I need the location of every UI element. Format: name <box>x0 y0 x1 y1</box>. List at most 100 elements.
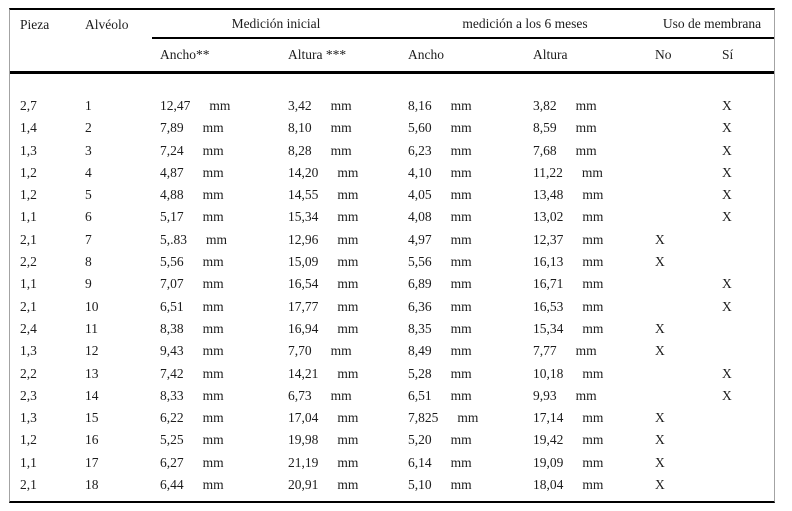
cell-altura-inicial: 17,77 mm <box>280 296 400 318</box>
cell-membrana-no <box>650 184 715 206</box>
cell-pieza: 1,1 <box>20 454 37 470</box>
cell-altura-6meses: 16,53 mm <box>525 296 650 318</box>
measurement-value: 8,49 <box>408 343 432 359</box>
cell-ancho-6meses: 5,28 mm <box>400 363 525 385</box>
cell-altura-6meses: 7,68 mm <box>525 140 650 162</box>
cell-membrana-si: X <box>722 276 732 292</box>
measurement-value: 5,.83 <box>160 231 187 247</box>
measurement-value: 8,38 <box>160 320 184 336</box>
unit-label: mm <box>450 276 472 292</box>
unit-label: mm <box>582 454 604 470</box>
unit-label: mm <box>337 276 359 292</box>
measurement-value: 16,71 <box>533 276 564 292</box>
unit-label: mm <box>330 98 352 113</box>
unit-label: mm <box>450 343 472 359</box>
table-row: 1,2 4 4,87 mm 14,20 mm 4,10 mm 11,22 mm X <box>10 162 774 184</box>
column-header-ancho-inicial: Ancho** <box>160 47 210 62</box>
measurement-value: 7,825 <box>408 410 439 426</box>
cell-ancho-6meses: 8,16 mm <box>400 95 525 117</box>
cell-ancho-6meses: 6,51 mm <box>400 385 525 407</box>
cell-altura-6meses: 13,02 mm <box>525 206 650 228</box>
unit-label: mm <box>450 254 472 270</box>
unit-label: mm <box>582 365 604 381</box>
measurement-value: 19,98 <box>288 432 319 448</box>
cell-ancho-6meses: 6,89 mm <box>400 273 525 295</box>
cell-ancho-inicial: 5,.83 mm <box>152 229 280 251</box>
measurement-value: 5,56 <box>408 254 432 270</box>
cell-alveolo: 17 <box>85 454 99 470</box>
cell-membrana-no <box>650 273 715 295</box>
measurement-value: 4,08 <box>408 209 432 225</box>
cell-alveolo: 2 <box>85 120 92 136</box>
cell-pieza: 2,1 <box>20 231 37 247</box>
measurement-value: 16,13 <box>533 254 564 270</box>
measurement-value: 4,88 <box>160 187 184 203</box>
measurement-value: 17,04 <box>288 410 319 426</box>
unit-label: mm <box>202 410 224 426</box>
unit-label: mm <box>582 187 604 203</box>
cell-altura-inicial: 15,09 mm <box>280 251 400 273</box>
cell-ancho-inicial: 5,25 mm <box>152 429 280 451</box>
cell-membrana-no <box>650 140 715 162</box>
table-row: 2,3 14 8,33 mm 6,73 mm 6,51 mm 9,93 mm X <box>10 385 774 407</box>
cell-membrana-si: X <box>722 142 732 158</box>
unit-label: mm <box>575 98 597 113</box>
cell-ancho-6meses: 7,825 mm <box>400 407 525 429</box>
cell-alveolo: 10 <box>85 298 99 314</box>
measurement-value: 5,60 <box>408 120 432 136</box>
cell-membrana-no: X <box>655 320 665 336</box>
table-body: 2,7 1 12,47 mm 3,42 mm 8,16 mm 3,82 mm X 1,4… <box>10 74 774 496</box>
unit-label: mm <box>450 432 472 448</box>
unit-label: mm <box>581 164 603 180</box>
cell-altura-inicial: 12,96 mm <box>280 229 400 251</box>
measurement-value: 4,05 <box>408 187 432 203</box>
column-header-membrana-no: No <box>655 47 672 62</box>
unit-label: mm <box>330 343 352 359</box>
cell-altura-inicial: 20,91 mm <box>280 474 400 496</box>
unit-label: mm <box>450 298 472 314</box>
measurement-value: 15,09 <box>288 254 319 270</box>
measurement-value: 3,82 <box>533 98 557 113</box>
cell-pieza: 1,2 <box>20 164 37 180</box>
unit-label: mm <box>330 387 352 403</box>
cell-pieza: 1,1 <box>20 209 37 225</box>
unit-label: mm <box>202 320 224 336</box>
measurement-value: 11,22 <box>533 164 563 180</box>
measurement-value: 13,48 <box>533 187 564 203</box>
table-row: 1,2 5 4,88 mm 14,55 mm 4,05 mm 13,48 mm X <box>10 184 774 206</box>
unit-label: mm <box>202 209 224 225</box>
cell-pieza: 2,2 <box>20 365 37 381</box>
table-row: 2,1 10 6,51 mm 17,77 mm 6,36 mm 16,53 mm X <box>10 296 774 318</box>
measurement-value: 6,14 <box>408 454 432 470</box>
cell-altura-inicial: 7,70 mm <box>280 340 400 362</box>
cell-membrana-si <box>715 452 774 474</box>
measurement-value: 5,20 <box>408 432 432 448</box>
measurement-value: 10,18 <box>533 365 564 381</box>
cell-altura-6meses: 3,82 mm <box>525 95 650 117</box>
measurement-value: 17,77 <box>288 298 319 314</box>
cell-ancho-inicial: 9,43 mm <box>152 340 280 362</box>
cell-alveolo: 5 <box>85 187 92 203</box>
table-row: 1,1 17 6,27 mm 21,19 mm 6,14 mm 19,09 mm X <box>10 452 774 474</box>
cell-membrana-no: X <box>655 410 665 426</box>
cell-alveolo: 15 <box>85 410 99 426</box>
cell-ancho-inicial: 4,87 mm <box>152 162 280 184</box>
cell-alveolo: 12 <box>85 343 99 359</box>
cell-ancho-inicial: 7,89 mm <box>152 117 280 139</box>
cell-pieza: 1,1 <box>20 276 37 292</box>
cell-ancho-inicial: 6,27 mm <box>152 452 280 474</box>
cell-ancho-inicial: 6,22 mm <box>152 407 280 429</box>
cell-membrana-si: X <box>722 209 732 225</box>
cell-ancho-6meses: 5,10 mm <box>400 474 525 496</box>
cell-alveolo: 16 <box>85 432 99 448</box>
unit-label: mm <box>582 276 604 292</box>
cell-membrana-si: X <box>722 298 732 314</box>
unit-label: mm <box>337 410 359 426</box>
table-row: 2,2 8 5,56 mm 15,09 mm 5,56 mm 16,13 mm X <box>10 251 774 273</box>
cell-ancho-6meses: 5,60 mm <box>400 117 525 139</box>
table-row: 1,3 15 6,22 mm 17,04 mm 7,825 mm 17,14 mm X <box>10 407 774 429</box>
cell-ancho-6meses: 4,08 mm <box>400 206 525 228</box>
table-row: 2,1 18 6,44 mm 20,91 mm 5,10 mm 18,04 mm X <box>10 474 774 496</box>
cell-altura-6meses: 7,77 mm <box>525 340 650 362</box>
cell-membrana-no: X <box>655 432 665 448</box>
